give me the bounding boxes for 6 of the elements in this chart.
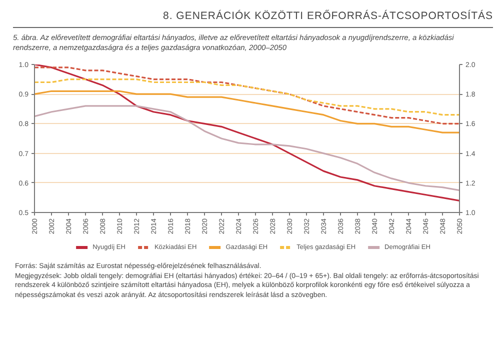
line-series bbox=[34, 66, 460, 125]
line-series bbox=[34, 105, 460, 192]
line-series bbox=[34, 78, 460, 116]
line-series bbox=[34, 64, 460, 202]
chart-title: 8. GENERÁCIÓK KÖZÖTTI ERŐFORRÁS-ÁTCSOPORTOSÍTÁS bbox=[13, 5, 493, 28]
line-series bbox=[34, 90, 460, 134]
